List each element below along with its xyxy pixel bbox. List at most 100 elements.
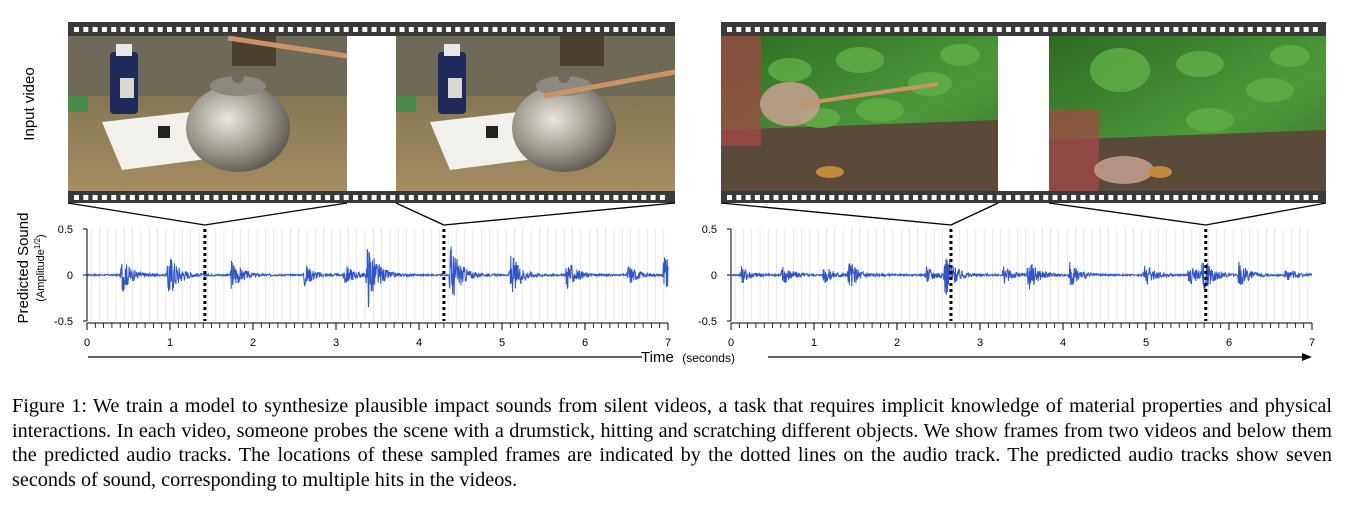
- film-sprocket-hole: [399, 27, 405, 32]
- x-tick-label: 5: [499, 337, 505, 349]
- film-sprocket-hole: [736, 195, 742, 200]
- film-sprocket-hole: [408, 27, 414, 32]
- x-tick-label: 1: [811, 337, 817, 349]
- film-sprocket-hole: [1257, 27, 1263, 32]
- film-sprocket-hole: [334, 27, 340, 32]
- film-sprocket-hole: [129, 195, 135, 200]
- film-sprocket-hole: [1043, 195, 1049, 200]
- film-sprocket-hole: [194, 195, 200, 200]
- film-sprocket-hole: [585, 27, 591, 32]
- film-sprocket-hole: [92, 27, 98, 32]
- film-sprocket-hole: [1145, 195, 1151, 200]
- film-sprocket-hole: [764, 195, 770, 200]
- film-sprocket-hole: [148, 195, 154, 200]
- x-tick-label: 5: [1143, 337, 1149, 349]
- film-sprocket-hole: [847, 195, 853, 200]
- film-sprocket-hole: [120, 195, 126, 200]
- film-sprocket-hole: [968, 27, 974, 32]
- film-sprocket-hole: [278, 27, 284, 32]
- film-sprocket-hole: [446, 27, 451, 32]
- film-sprocket-hole: [1145, 27, 1151, 32]
- svg-text:Time (seconds): Time (seconds): [641, 349, 735, 366]
- film-sprocket-hole: [1285, 27, 1290, 32]
- x-tick-label: 3: [977, 337, 983, 349]
- film-sprocket-hole: [204, 27, 210, 32]
- waveform-series: [730, 259, 1313, 295]
- film-sprocket-hole: [1275, 27, 1281, 32]
- film-sprocket-hole: [557, 195, 563, 200]
- film-sprocket-hole: [436, 195, 442, 200]
- film-sprocket-hole: [866, 195, 872, 200]
- film-sprocket-hole: [613, 27, 619, 32]
- film-sprocket-hole: [167, 195, 172, 200]
- film-sprocket-hole: [101, 195, 107, 200]
- film-sprocket-hole: [139, 195, 145, 200]
- connector-line: [1048, 202, 1206, 226]
- film-sprocket-hole: [659, 195, 665, 200]
- film-sprocket-hole: [894, 27, 900, 32]
- film-sprocket-hole: [576, 27, 582, 32]
- film-sprocket-hole: [501, 27, 507, 32]
- film-sprocket-hole: [773, 27, 779, 32]
- film-sprocket-hole: [1015, 195, 1021, 200]
- film-sprocket-hole: [1006, 195, 1011, 200]
- film-sprocket-hole: [185, 27, 191, 32]
- film-sprocket-hole: [1229, 195, 1235, 200]
- film-sprocket-hole: [380, 27, 386, 32]
- film-sprocket-hole: [576, 195, 582, 200]
- film-sprocket-hole: [996, 195, 1002, 200]
- film-sprocket-hole: [390, 195, 396, 200]
- film-sprocket-hole: [1080, 195, 1086, 200]
- film-sprocket-hole: [1126, 195, 1132, 200]
- film-sprocket-hole: [232, 27, 238, 32]
- video-frame-teapot-2: [396, 36, 676, 191]
- film-sprocket-hole: [1108, 27, 1114, 32]
- film-sprocket-hole: [1182, 27, 1188, 32]
- film-sprocket-hole: [1210, 27, 1216, 32]
- film-sprocket-hole: [959, 27, 965, 32]
- connector-line: [1205, 202, 1327, 226]
- film-sprocket-hole: [343, 27, 349, 32]
- y-axis-unit: (Amplitude1/2): [33, 234, 47, 301]
- film-sprocket-hole: [632, 27, 637, 32]
- film-sprocket-hole: [1285, 195, 1290, 200]
- x-tick-label: 2: [894, 337, 900, 349]
- film-sprocket-hole: [1294, 27, 1300, 32]
- film-sprocket-hole: [92, 195, 98, 200]
- y-tick-label: -0.5: [54, 316, 73, 328]
- film-sprocket-hole: [931, 195, 937, 200]
- film-sprocket-hole: [157, 27, 163, 32]
- film-sprocket-hole: [1099, 195, 1104, 200]
- film-sprocket-hole: [1219, 195, 1225, 200]
- film-sprocket-hole: [260, 27, 265, 32]
- y-tick-label: 0: [67, 270, 73, 282]
- film-sprocket-hole: [885, 27, 891, 32]
- film-sprocket-hole: [820, 195, 825, 200]
- film-sprocket-hole: [529, 27, 535, 32]
- film-sprocket-hole: [520, 27, 526, 32]
- film-sprocket-hole: [241, 27, 247, 32]
- film-sprocket-hole: [306, 27, 312, 32]
- film-sprocket-hole: [353, 27, 358, 32]
- film-sprocket-hole: [604, 195, 610, 200]
- film-sprocket-hole: [1024, 27, 1030, 32]
- film-sprocket-hole: [148, 27, 154, 32]
- film-sprocket-hole: [782, 195, 788, 200]
- film-sprocket-hole: [74, 27, 79, 32]
- film-sprocket-hole: [464, 27, 470, 32]
- film-sprocket-hole: [903, 27, 909, 32]
- film-sprocket-hole: [315, 27, 321, 32]
- film-sprocket-hole: [353, 195, 358, 200]
- film-sprocket-hole: [278, 195, 284, 200]
- film-sprocket-hole: [297, 195, 303, 200]
- x-tick-label: 2: [250, 337, 256, 349]
- film-sprocket-hole: [511, 27, 517, 32]
- film-sprocket-hole: [1061, 195, 1067, 200]
- time-axis-label: Time: [641, 349, 674, 366]
- film-sprocket-hole: [1275, 195, 1281, 200]
- film-sprocket-hole: [1238, 195, 1244, 200]
- film-sprocket-hole: [903, 195, 909, 200]
- predicted-sound-plot-1: 0 1 2 3 4 5 6 7 0.5 0 -0.5: [54, 224, 671, 349]
- film-sprocket-hole: [1247, 27, 1253, 32]
- film-sprocket-hole: [1164, 195, 1170, 200]
